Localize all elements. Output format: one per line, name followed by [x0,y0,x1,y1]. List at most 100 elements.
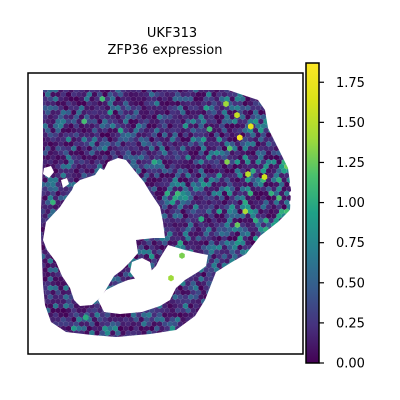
expression-spot [42,213,48,219]
expression-spot [253,280,259,287]
expression-spot [276,285,282,291]
expression-spot [159,325,165,332]
expression-spot [169,181,176,188]
expression-spot [224,213,230,219]
expression-spot [115,132,121,138]
expression-spot [97,100,103,107]
expression-spot [237,145,243,152]
expression-spot [255,330,261,336]
expression-spot [237,235,243,242]
expression-spot [229,114,235,120]
expression-spot [286,267,291,273]
expression-spot [276,240,282,246]
expression-spot [190,181,196,188]
expression-spot [242,244,248,251]
expression-spot [149,244,155,251]
expression-spot [185,280,191,287]
expression-spot [276,276,282,282]
expression-spot [198,168,204,174]
expression-spot [55,199,61,206]
expression-spot [273,325,280,332]
expression-spot [76,325,82,332]
expression-spot [250,195,256,201]
expression-spot [182,186,189,192]
expression-spot [86,325,92,332]
expression-spot [112,91,118,98]
expression-spot [190,298,196,305]
expression-spot [55,181,61,188]
expression-spot [60,190,66,197]
expression-spot [71,127,77,134]
expression-spot [130,105,137,111]
expression-spot [263,199,269,206]
expression-spot [125,96,131,102]
expression-spot [99,90,105,93]
expression-spot [201,316,207,323]
expression-spot [76,163,82,170]
expression-spot [133,154,139,161]
expression-spot [78,90,85,93]
expression-spot [268,109,274,116]
colorbar-gradient [305,62,320,364]
expression-spot [242,289,248,296]
expression-spot [234,330,241,336]
expression-spot [281,303,287,309]
expression-spot [216,307,222,314]
expression-spot [117,91,124,98]
expression-spot [141,159,147,165]
expression-spot [188,168,194,174]
expression-spot [229,123,235,129]
expression-spot [45,118,51,125]
expression-spot [58,195,64,201]
expression-spot [255,321,261,327]
expression-spot [71,307,77,314]
expression-spot [47,312,53,318]
expression-spot [97,163,103,170]
expression-spot [112,334,118,337]
expression-spot [41,276,43,282]
expression-spot [268,118,274,125]
expression-spot [65,316,72,323]
expression-spot [286,150,291,156]
expression-spot [177,195,183,201]
expression-spot [50,316,56,323]
expression-spot [172,123,178,129]
expression-spot [180,316,186,323]
expression-spot [164,334,170,337]
expression-spot [52,285,59,291]
expression-spot [276,267,282,273]
expression-spot [286,276,291,282]
expression-spot [276,186,282,192]
expression-spot [123,154,129,161]
expression-spot [52,177,59,183]
expression-spot [167,159,173,165]
expression-spot [130,312,137,318]
expression-spot [188,90,194,93]
expression-spot [159,91,165,98]
expression-spot [258,190,264,197]
expression-spot [214,141,220,147]
expression-spot [253,226,259,233]
expression-spot [182,150,189,156]
expression-spot [120,105,126,111]
expression-spot [255,267,261,273]
expression-spot [123,127,129,134]
expression-spot [55,145,61,152]
expression-spot [258,307,264,314]
expression-spot [263,235,269,242]
expression-spot [219,258,225,264]
expression-spot [279,181,285,188]
expression-spot [94,141,100,147]
expression-spot [50,136,56,143]
expression-spot [273,244,280,251]
expression-spot [190,244,196,251]
expression-spot [279,280,285,287]
expression-spot [63,285,69,291]
expression-spot [130,141,137,147]
expression-spot [268,217,274,224]
expression-spot [55,280,61,287]
expression-spot [250,105,256,111]
expression-spot [185,109,191,116]
expression-spot [81,325,87,332]
expression-spot [146,123,152,129]
